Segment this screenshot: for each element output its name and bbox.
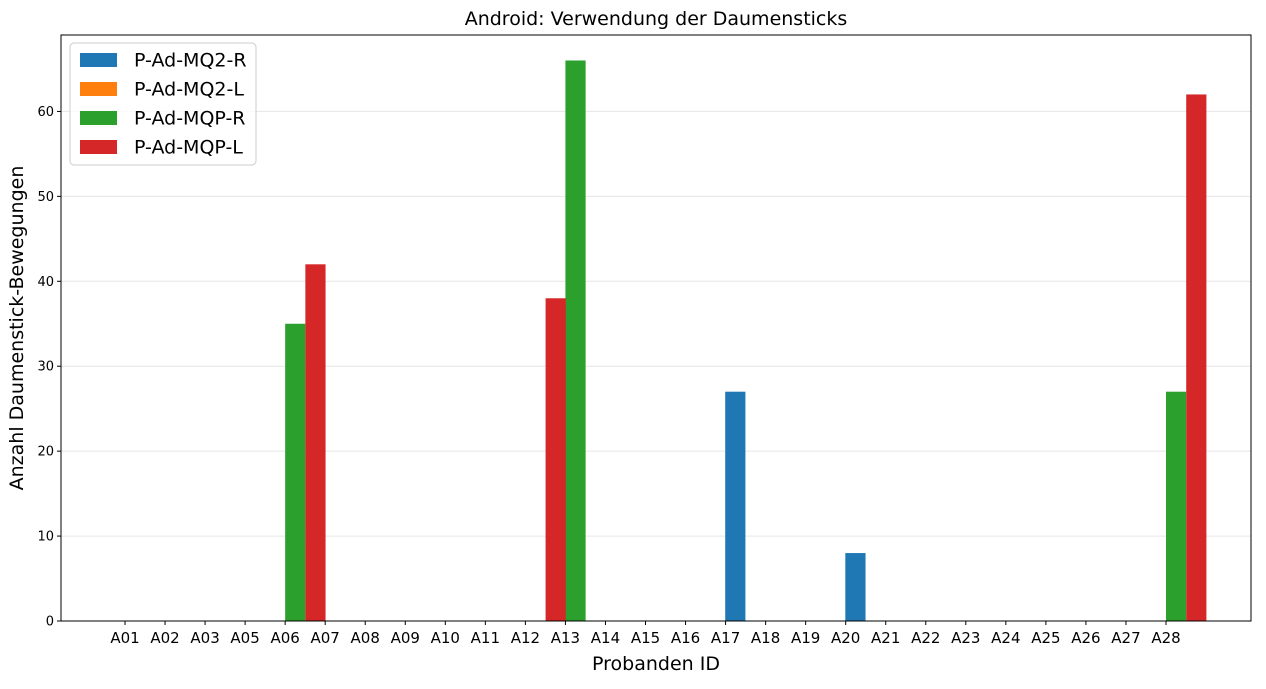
x-tick-label: A20 [831, 629, 860, 647]
chart-title: Android: Verwendung der Daumensticks [465, 8, 848, 30]
x-tick-label: A27 [1111, 629, 1140, 647]
bar [565, 60, 586, 621]
x-tick-label: A10 [431, 629, 460, 647]
x-tick-label: A15 [631, 629, 660, 647]
x-tick-label: A24 [991, 629, 1020, 647]
x-tick-label: A28 [1151, 629, 1180, 647]
y-tick-label: 20 [37, 445, 54, 460]
x-tick-label: A19 [791, 629, 820, 647]
y-tick-label: 50 [37, 190, 54, 205]
bar [845, 553, 866, 621]
legend-swatch [80, 140, 117, 154]
x-tick-label: A12 [511, 629, 540, 647]
x-tick-label: A08 [351, 629, 380, 647]
bars [285, 60, 1207, 621]
x-tick-label: A26 [1071, 629, 1100, 647]
x-tick-label: A25 [1031, 629, 1060, 647]
y-tick-label: 0 [46, 615, 54, 630]
legend-swatch [80, 53, 117, 67]
x-tick-label: A14 [591, 629, 620, 647]
grid-lines [61, 110, 1251, 537]
plot-area-frame [60, 34, 1252, 622]
x-tick-label: A22 [911, 629, 940, 647]
y-axis: 0 10 20 30 40 50 60 [37, 105, 61, 630]
x-tick-label: A21 [871, 629, 900, 647]
bar [725, 391, 746, 621]
legend-label: P-Ad-MQP-R [134, 108, 246, 130]
x-tick-label: A18 [751, 629, 780, 647]
x-tick-label: A05 [230, 629, 259, 647]
y-tick-label: 30 [37, 360, 54, 375]
x-tick-label: A07 [311, 629, 340, 647]
y-tick-label: 60 [37, 105, 54, 120]
x-axis-label: Probanden ID [592, 653, 720, 675]
y-axis-label: Anzahl Daumenstick-Bewegungen [6, 166, 28, 491]
bar [1186, 94, 1207, 621]
x-tick-label: A09 [391, 629, 420, 647]
legend-swatch [80, 111, 117, 125]
x-axis: A01 A02 A03 A05 A06 A07 A08 A09 A10 A11 A12 A13 A14 A… [110, 621, 1181, 647]
legend-label: P-Ad-MQ2-L [134, 79, 244, 101]
legend-swatch [80, 82, 117, 96]
bar [305, 264, 326, 621]
legend: P-Ad-MQ2-R P-Ad-MQ2-L P-Ad-MQP-R P-Ad-MQP-L [69, 42, 257, 166]
x-tick-label: A02 [150, 629, 179, 647]
x-tick-label: A11 [471, 629, 500, 647]
legend-label: P-Ad-MQ2-R [134, 50, 247, 72]
legend-label: P-Ad-MQP-L [134, 137, 243, 159]
x-tick-label: A06 [270, 629, 299, 647]
bar [285, 323, 306, 621]
y-tick-label: 10 [37, 530, 54, 545]
x-tick-label: A23 [951, 629, 980, 647]
bar [1166, 391, 1187, 621]
y-tick-label: 40 [37, 275, 54, 290]
x-tick-label: A01 [110, 629, 139, 647]
x-tick-label: A16 [671, 629, 700, 647]
x-tick-label: A17 [711, 629, 740, 647]
legend-frame [69, 42, 257, 166]
x-tick-label: A13 [551, 629, 580, 647]
x-tick-label: A03 [190, 629, 219, 647]
bar [545, 298, 566, 621]
